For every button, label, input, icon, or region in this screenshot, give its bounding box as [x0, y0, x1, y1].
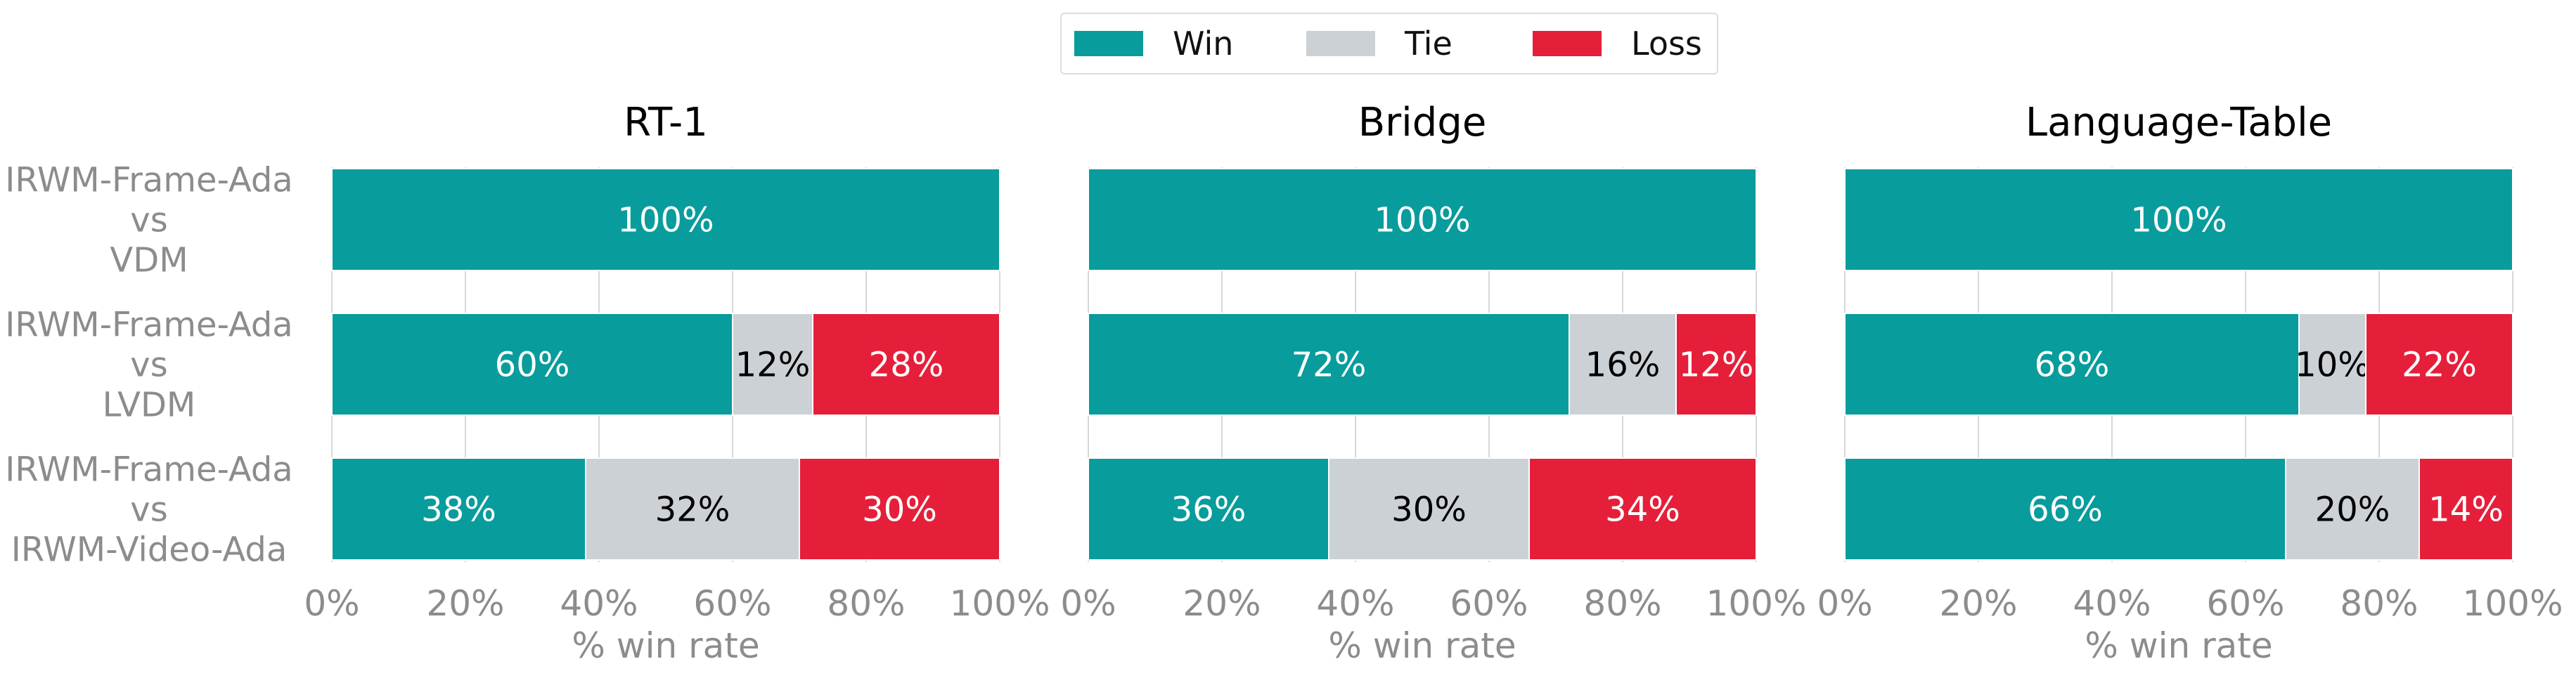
x-tick-label-3-5: 80%	[2340, 583, 2418, 624]
panel-title-3: Language-Table	[2026, 100, 2332, 145]
x-tick-label-2-1: 0%	[1060, 583, 1116, 624]
bar-loss-2-2	[1675, 313, 1757, 416]
bar-win-1-3	[331, 457, 586, 561]
legend-swatch-tie	[1306, 31, 1375, 56]
panel-title-2: Bridge	[1358, 100, 1487, 145]
bar-loss-3-3	[2419, 457, 2513, 561]
data-label-tie-2-2: 16%	[1585, 346, 1661, 385]
bar-win-2-2	[1088, 313, 1570, 416]
data-label-tie-1-3: 32%	[655, 490, 730, 530]
x-axis-label-3: % win rate	[2085, 625, 2272, 666]
bar-tie-1-3	[585, 457, 800, 561]
data-label-win-2-3: 36%	[1171, 490, 1247, 530]
data-label-loss-3-3: 14%	[2428, 490, 2504, 530]
bar-loss-1-3	[799, 457, 1000, 561]
x-tick-label-3-2: 20%	[1939, 583, 2017, 624]
data-label-win-1-1: 100%	[617, 201, 714, 240]
data-label-loss-1-3: 30%	[862, 490, 937, 530]
bar-loss-2-3	[1528, 457, 1757, 561]
legend-item-tie: Tie	[1306, 14, 1453, 73]
data-label-win-1-3: 38%	[421, 490, 496, 530]
bar-win-3-2	[1844, 313, 2300, 416]
x-tick-label-3-4: 60%	[2206, 583, 2284, 624]
x-tick-label-1-3: 40%	[560, 583, 638, 624]
x-tick-label-3-3: 40%	[2073, 583, 2151, 624]
bar-win-1-1	[331, 168, 1000, 271]
data-label-loss-1-2: 28%	[869, 346, 944, 385]
data-label-win-1-2: 60%	[495, 346, 570, 385]
bar-win-3-3	[1844, 457, 2286, 561]
x-tick-label-2-5: 80%	[1583, 583, 1661, 624]
x-tick-label-1-2: 20%	[426, 583, 504, 624]
data-label-win-3-2: 68%	[2035, 346, 2110, 385]
data-label-win-2-2: 72%	[1292, 346, 1367, 385]
y-tick-label-3-line-3: IRWM-Video-Ada	[11, 530, 287, 570]
data-label-loss-2-3: 34%	[1605, 490, 1680, 530]
legend-item-win: Win	[1074, 14, 1233, 73]
data-label-win-2-1: 100%	[1374, 201, 1470, 240]
x-axis-label-1: % win rate	[572, 625, 759, 666]
x-tick-label-2-3: 40%	[1316, 583, 1394, 624]
data-label-tie-2-3: 30%	[1391, 490, 1467, 530]
y-tick-label-1-line-2: vs	[130, 201, 167, 240]
data-label-tie-1-2: 12%	[735, 346, 811, 385]
legend-swatch-loss	[1533, 31, 1602, 56]
chart-legend: Win Tie Loss	[1060, 13, 1718, 74]
y-tick-label-2-line-1: IRWM-Frame-Ada	[5, 306, 292, 345]
bar-win-3-1	[1844, 168, 2513, 271]
x-tick-label-2-2: 20%	[1183, 583, 1261, 624]
data-label-loss-3-2: 22%	[2402, 346, 2477, 385]
x-axis-label-2: % win rate	[1328, 625, 1516, 666]
bar-loss-3-2	[2365, 313, 2513, 416]
bar-tie-1-2	[732, 313, 813, 416]
legend-item-loss: Loss	[1533, 14, 1702, 73]
data-label-tie-3-2: 10%	[2295, 346, 2370, 385]
x-tick-label-2-4: 60%	[1450, 583, 1528, 624]
bar-loss-1-2	[812, 313, 1000, 416]
bar-tie-3-2	[2298, 313, 2366, 416]
y-tick-label-1-line-1: IRWM-Frame-Ada	[5, 161, 292, 200]
data-label-tie-3-3: 20%	[2315, 490, 2390, 530]
x-tick-label-1-4: 60%	[693, 583, 771, 624]
data-label-win-3-3: 66%	[2028, 490, 2103, 530]
x-tick-label-1-1: 0%	[304, 583, 359, 624]
x-tick-label-1-5: 80%	[827, 583, 905, 624]
bar-tie-2-3	[1328, 457, 1530, 561]
panel-title-1: RT-1	[624, 100, 708, 145]
data-label-win-3-1: 100%	[2130, 201, 2227, 240]
bar-win-1-2	[331, 313, 733, 416]
y-tick-label-2-line-2: vs	[130, 346, 167, 385]
legend-label-tie: Tie	[1405, 25, 1453, 63]
y-tick-label-1-line-3: VDM	[110, 241, 188, 280]
y-tick-label-2-line-3: LVDM	[103, 386, 196, 425]
y-tick-label-3-line-1: IRWM-Frame-Ada	[5, 450, 292, 490]
x-tick-label-3-6: 100%	[2463, 583, 2563, 624]
legend-label-win: Win	[1173, 25, 1234, 63]
data-label-loss-2-2: 12%	[1679, 346, 1754, 385]
bar-win-2-1	[1088, 168, 1757, 271]
bar-win-2-3	[1088, 457, 1329, 561]
x-tick-label-3-1: 0%	[1817, 583, 1872, 624]
x-tick-label-1-6: 100%	[950, 583, 1050, 624]
y-tick-label-3-line-2: vs	[130, 490, 167, 530]
legend-label-loss: Loss	[1631, 25, 1702, 63]
bar-tie-3-3	[2285, 457, 2420, 561]
legend-swatch-win	[1074, 31, 1143, 56]
x-tick-label-2-6: 100%	[1706, 583, 1807, 624]
